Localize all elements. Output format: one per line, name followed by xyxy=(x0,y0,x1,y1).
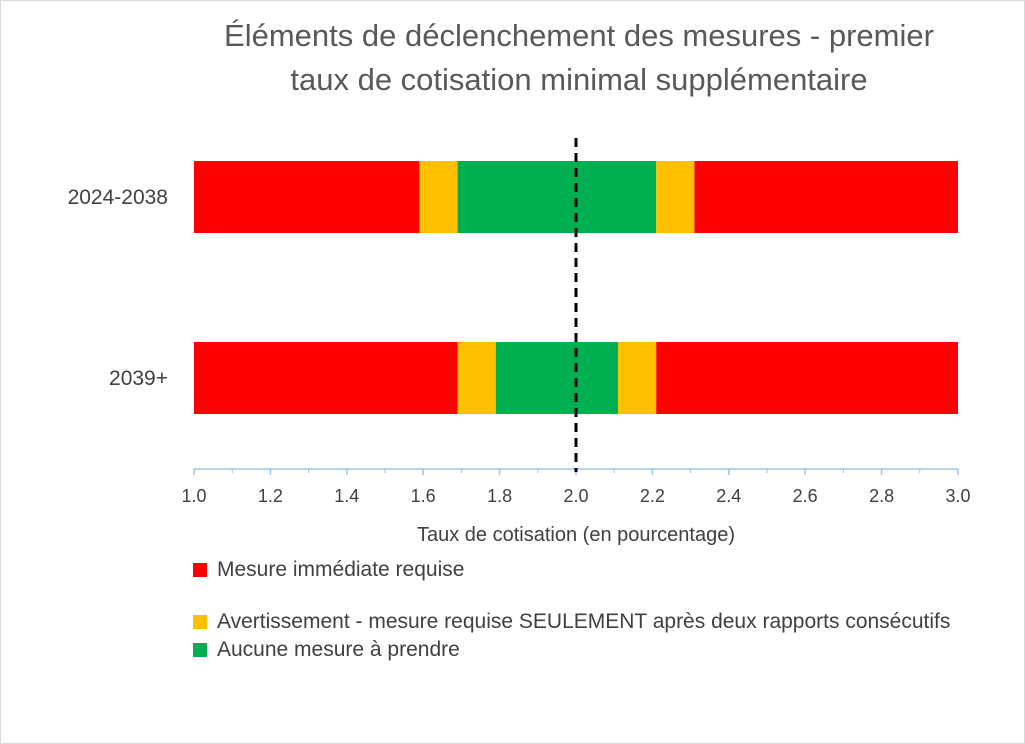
chart-title-line-2: taux de cotisation minimal supplémentair… xyxy=(290,62,867,97)
chart-title-line-1: Éléments de déclenchement des mesures - … xyxy=(224,18,934,53)
x-tick-label: 2.4 xyxy=(716,486,741,506)
legend-label-immediate: Mesure immédiate requise xyxy=(217,558,465,581)
category-label: 2024-2038 xyxy=(68,186,168,209)
bar-segment-red xyxy=(656,342,958,414)
legend-swatch-red xyxy=(193,563,207,577)
category-label: 2039+ xyxy=(109,367,168,390)
bar-segment-red xyxy=(194,161,420,233)
x-tick-label: 2.8 xyxy=(869,486,894,506)
bar-segment-red xyxy=(194,342,458,414)
bar-segment-red xyxy=(694,161,958,233)
category-labels: 2024-2038 2039+ xyxy=(68,186,168,390)
legend: Mesure immédiate requise Avertissement -… xyxy=(191,556,991,664)
x-tick-label: 1.6 xyxy=(411,486,436,506)
x-tick-label: 2.0 xyxy=(563,486,588,506)
bar-segment-yellow xyxy=(457,342,496,414)
x-tick-label: 1.0 xyxy=(181,486,206,506)
bar-segment-green xyxy=(457,161,657,233)
x-tick-label: 1.2 xyxy=(258,486,283,506)
bar-segment-yellow xyxy=(618,342,657,414)
chart-title: Éléments de déclenchement des mesures - … xyxy=(224,18,934,97)
x-tick-label: 1.4 xyxy=(334,486,359,506)
x-tick-label: 3.0 xyxy=(945,486,970,506)
bar-segment-yellow xyxy=(419,161,458,233)
legend-label-warning: Avertissement - mesure requise SEULEMENT… xyxy=(217,610,951,633)
x-tick-label: 2.6 xyxy=(793,486,818,506)
legend-item-immediate: Mesure immédiate requise xyxy=(191,556,991,584)
bar-segment-yellow xyxy=(656,161,695,233)
legend-label-none: Aucune mesure à prendre xyxy=(217,638,460,661)
bar-2024-2038 xyxy=(194,161,958,233)
legend-item-warning: Avertissement - mesure requise SEULEMENT… xyxy=(191,608,991,636)
legend-item-none: Aucune mesure à prendre xyxy=(191,636,991,664)
x-tick-label: 1.8 xyxy=(487,486,512,506)
bars-layer xyxy=(194,161,958,414)
legend-swatch-yellow xyxy=(193,615,207,629)
legend-swatch-green xyxy=(193,643,207,657)
x-axis-title: Taux de cotisation (en pourcentage) xyxy=(417,524,735,546)
bar-2039- xyxy=(194,342,958,414)
x-tick-label: 2.2 xyxy=(640,486,665,506)
bar-segment-green xyxy=(495,342,619,414)
x-axis: 1.0 1.2 1.4 1.6 1.8 2.0 2.2 2.4 2.6 2.8 3.0 xyxy=(181,468,971,506)
